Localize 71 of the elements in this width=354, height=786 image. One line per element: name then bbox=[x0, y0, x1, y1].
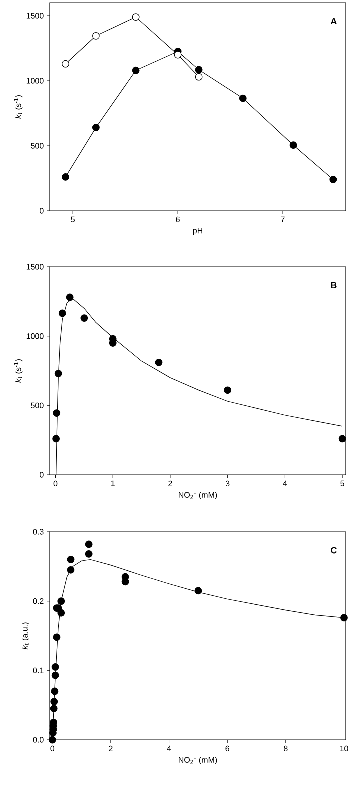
point bbox=[122, 578, 130, 586]
x-tick-label: 1 bbox=[111, 480, 115, 486]
point bbox=[48, 736, 56, 744]
point bbox=[132, 14, 140, 22]
y-tick-label: 0.1 bbox=[33, 668, 44, 674]
x-axis-title: NO$_{2}$$^{-}$ (mM) bbox=[179, 757, 218, 765]
y-tick-label: 0 bbox=[40, 208, 44, 214]
point bbox=[58, 310, 66, 318]
x-tick-label: 6 bbox=[176, 216, 180, 223]
point bbox=[52, 435, 60, 443]
point bbox=[92, 32, 100, 40]
point bbox=[52, 672, 60, 680]
point bbox=[239, 94, 247, 102]
x-tick-label: 7 bbox=[281, 216, 285, 222]
point bbox=[52, 664, 60, 671]
point bbox=[50, 698, 58, 706]
y-tick-label: 500 bbox=[31, 402, 44, 408]
point bbox=[155, 358, 163, 366]
annotation: B bbox=[331, 282, 337, 289]
x-axis-title: NO$_{2}$$^{-}$ (mM) bbox=[179, 492, 218, 500]
y-axis-title: k$_{t}$ (a.u.) bbox=[22, 622, 30, 650]
point bbox=[85, 550, 93, 558]
point bbox=[53, 634, 61, 642]
x-tick-label: 4 bbox=[167, 746, 172, 752]
x-tick-label: 0 bbox=[50, 746, 55, 752]
point bbox=[50, 705, 58, 713]
point bbox=[62, 174, 70, 181]
point bbox=[51, 688, 59, 696]
y-tick-label: 0 bbox=[40, 472, 44, 478]
annotation: C bbox=[331, 547, 337, 554]
point bbox=[58, 598, 66, 606]
x-tick-label: 6 bbox=[226, 746, 230, 752]
x-tick-label: 3 bbox=[226, 480, 230, 487]
y-tick-label: 1500 bbox=[26, 264, 44, 270]
y-tick-label: 1000 bbox=[26, 78, 44, 84]
y-axis-title: k$_{t}$ (s$^{-1}$) bbox=[14, 360, 23, 383]
point bbox=[80, 314, 88, 322]
point bbox=[54, 370, 62, 378]
y-tick-label: 0.0 bbox=[33, 737, 44, 743]
y-tick-label: 500 bbox=[31, 143, 44, 149]
point bbox=[58, 609, 66, 617]
x-tick-label: 10 bbox=[340, 746, 348, 752]
x-tick-label: 5 bbox=[71, 216, 75, 222]
x-tick-label: 8 bbox=[284, 746, 288, 752]
x-tick-label: 2 bbox=[109, 746, 113, 752]
point bbox=[194, 587, 202, 595]
x-tick-label: 2 bbox=[168, 480, 172, 486]
y-tick-label: 1000 bbox=[26, 334, 44, 340]
y-tick-label: 1500 bbox=[26, 13, 44, 19]
point bbox=[224, 386, 232, 394]
point bbox=[195, 66, 203, 74]
x-axis-title: pH bbox=[193, 228, 202, 236]
point bbox=[67, 566, 75, 574]
x-tick-label: 0 bbox=[54, 480, 58, 487]
point bbox=[67, 556, 75, 564]
point bbox=[174, 51, 182, 59]
point bbox=[290, 142, 298, 150]
point bbox=[132, 66, 140, 74]
point bbox=[62, 60, 70, 68]
y-tick-label: 0.2 bbox=[33, 598, 44, 604]
point bbox=[330, 176, 338, 184]
y-axis-title: k$_{t}$ (s$^{-1}$) bbox=[14, 96, 23, 119]
point bbox=[92, 124, 100, 132]
annotation: A bbox=[330, 18, 337, 25]
point bbox=[195, 73, 203, 81]
point bbox=[66, 294, 74, 302]
x-tick-label: 4 bbox=[283, 480, 288, 486]
point bbox=[85, 540, 93, 548]
x-tick-label: 5 bbox=[340, 480, 344, 486]
y-tick-label: 0.3 bbox=[33, 529, 44, 535]
point bbox=[53, 410, 61, 417]
